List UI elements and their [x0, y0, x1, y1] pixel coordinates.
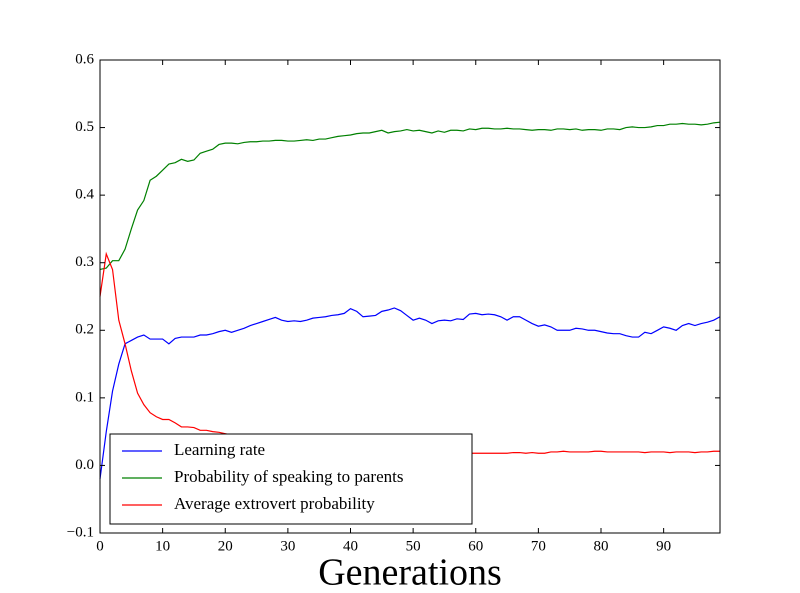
y-tick-label: 0.3	[75, 254, 94, 270]
x-tick-label: 40	[343, 538, 358, 554]
y-tick-label: 0.0	[75, 457, 94, 473]
legend-label: Learning rate	[174, 440, 265, 459]
x-tick-label: 80	[594, 538, 609, 554]
plot-frame	[99, 59, 721, 534]
x-tick-label: 20	[218, 538, 233, 554]
legend-box	[109, 433, 473, 525]
line-series	[99, 307, 721, 480]
x-tick-label: 90	[656, 538, 671, 554]
x-tick-label: 10	[155, 538, 170, 554]
y-tick-label: 0.4	[75, 187, 94, 203]
legend-label: Probability of speaking to parents	[174, 467, 403, 486]
x-tick-label: 60	[468, 538, 483, 554]
x-axis-label: Generations	[318, 552, 502, 593]
x-tick-label: 0	[96, 538, 104, 554]
y-tick-label: 0.1	[75, 389, 94, 405]
x-tick-label: 30	[280, 538, 295, 554]
line-series	[99, 121, 721, 271]
legend-label: Average extrovert probability	[174, 494, 375, 513]
y-tick-label: 0.6	[75, 51, 94, 67]
x-tick-label: 50	[406, 538, 421, 554]
y-tick-label: 0.2	[75, 322, 94, 338]
y-tick-label: 0.5	[75, 119, 94, 135]
y-tick-label: −0.1	[67, 524, 94, 540]
x-tick-label: 70	[531, 538, 546, 554]
